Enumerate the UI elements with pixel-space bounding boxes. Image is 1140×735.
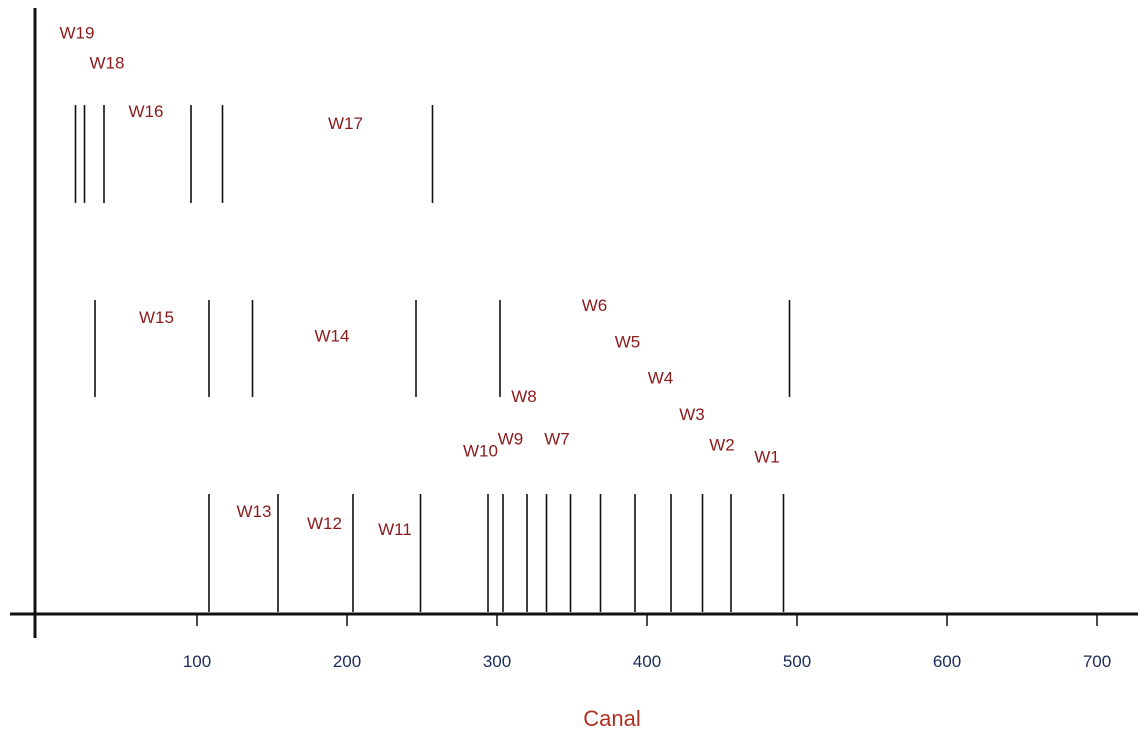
peak-label: W17 <box>328 114 363 133</box>
peak-label: W14 <box>315 326 350 345</box>
peak-label: W8 <box>511 387 537 406</box>
peak-label: W3 <box>679 405 705 424</box>
peak-label: W16 <box>129 102 164 121</box>
peak-label: W12 <box>307 514 342 533</box>
peak-label: W9 <box>498 429 524 448</box>
peak-label: W10 <box>463 441 498 460</box>
peak-label: W4 <box>648 369 674 388</box>
peak-label: W18 <box>90 54 125 73</box>
peak-label: W11 <box>378 520 412 539</box>
peak-label: W15 <box>139 308 174 327</box>
x-tick-label: 400 <box>633 652 661 671</box>
x-tick-label: 300 <box>483 652 511 671</box>
x-tick-label: 500 <box>783 652 811 671</box>
x-axis-title: Canal <box>583 706 640 731</box>
peak-label: W7 <box>544 429 570 448</box>
x-axis-ticks: 100 200 300 400 500 600 700 <box>183 614 1111 671</box>
peak-label: W5 <box>615 332 641 351</box>
peak-label: W2 <box>709 435 735 454</box>
x-tick-label: 100 <box>183 652 211 671</box>
peak-label: W1 <box>754 448 780 467</box>
peak-label: W6 <box>582 296 608 315</box>
peak-marks <box>74 105 791 612</box>
peak-label: W19 <box>60 23 95 42</box>
x-tick-label: 700 <box>1083 652 1111 671</box>
x-tick-label: 200 <box>333 652 361 671</box>
x-tick-label: 600 <box>933 652 961 671</box>
peak-label: W13 <box>237 502 272 521</box>
